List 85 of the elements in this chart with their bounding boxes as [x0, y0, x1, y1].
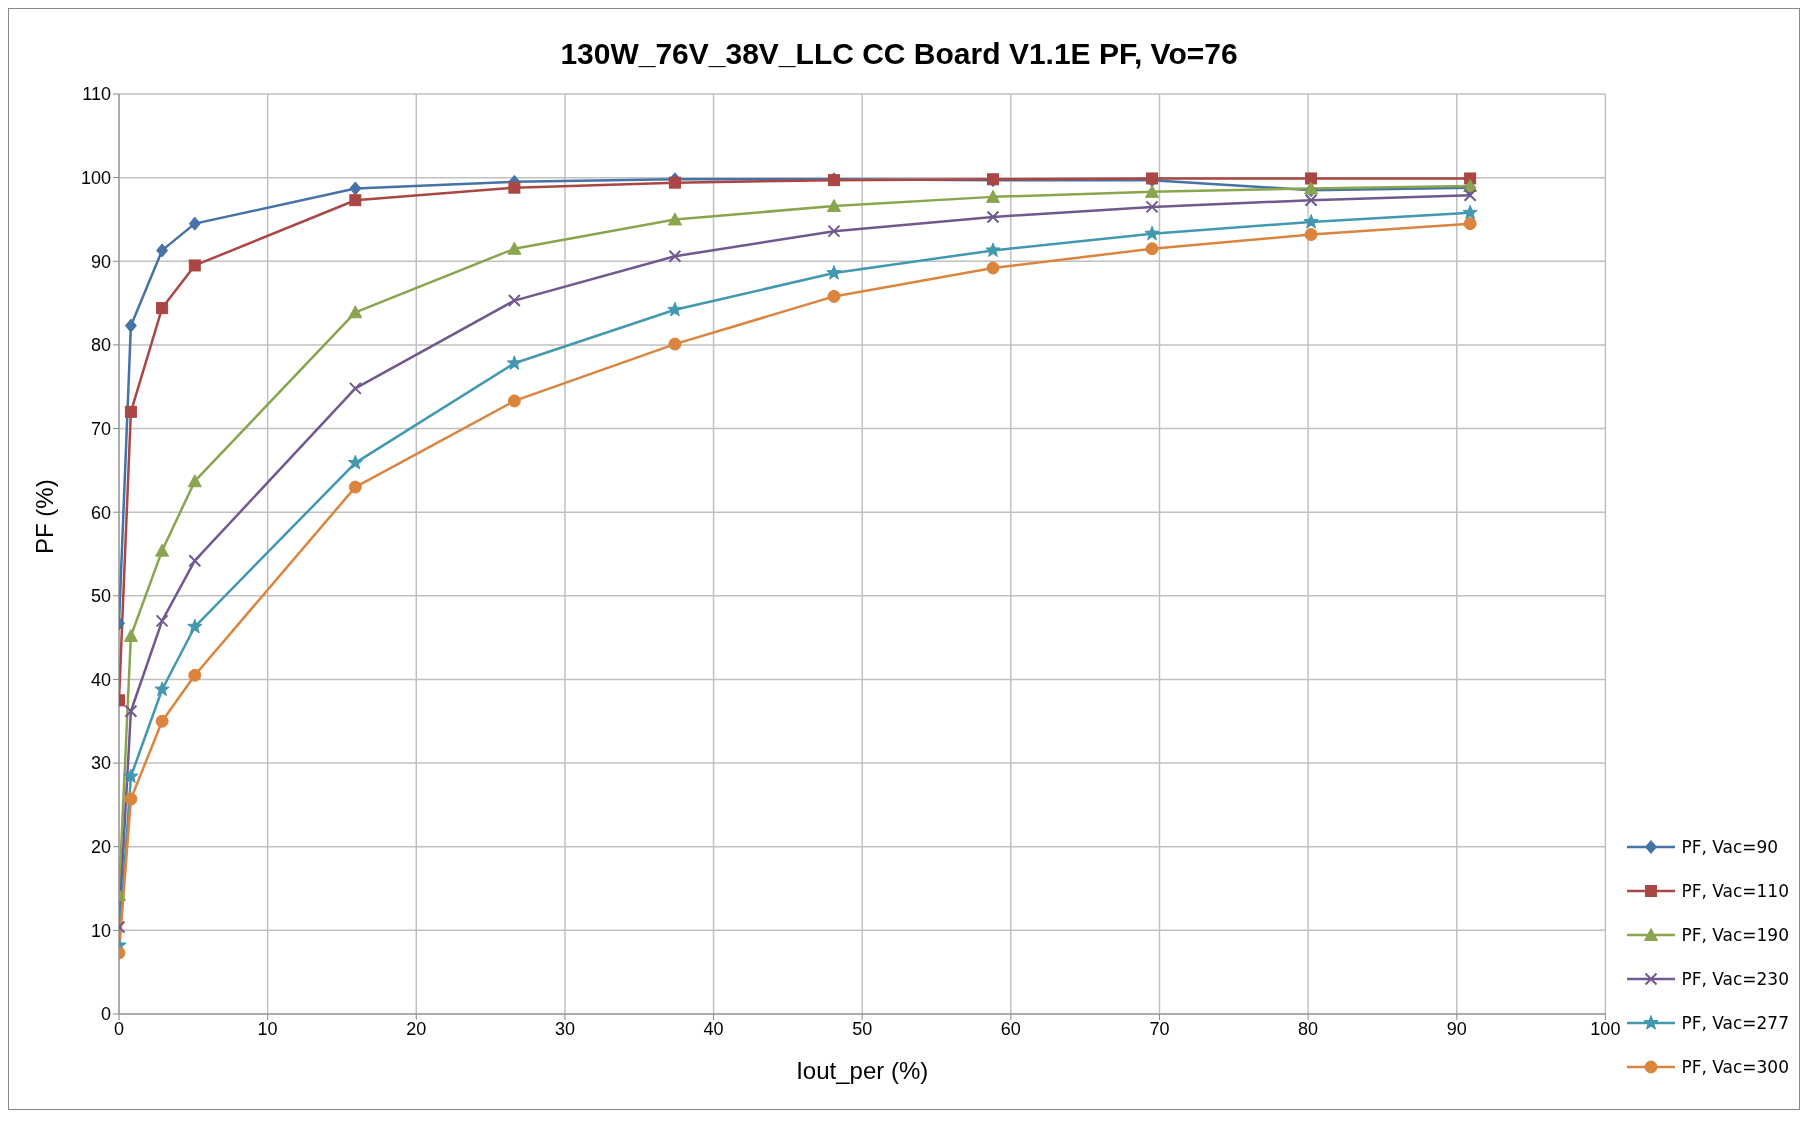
point: [986, 261, 1000, 275]
x-tick-label: 40: [703, 1018, 724, 1039]
point: [667, 212, 682, 226]
x-tick-label: 30: [554, 1018, 575, 1039]
point: [1305, 172, 1318, 185]
point: [188, 216, 201, 231]
point: [986, 210, 1000, 224]
legend-label: PF, Vac=190: [1681, 925, 1789, 945]
point: [1304, 193, 1318, 207]
x-tick-label: 10: [257, 1018, 278, 1039]
point: [154, 681, 170, 697]
y-tick-label: 100: [80, 168, 111, 189]
point: [1303, 213, 1319, 229]
x-tick-label: 90: [1446, 1018, 1467, 1039]
point: [1462, 204, 1478, 220]
point: [506, 355, 523, 370]
x-tick-label: 100: [1590, 1018, 1621, 1039]
point: [187, 474, 202, 488]
point: [668, 249, 682, 263]
point: [124, 704, 138, 718]
point: [123, 768, 139, 784]
legend-label: PF, Vac=110: [1681, 881, 1789, 901]
x-tick-label: 20: [406, 1018, 427, 1039]
y-tick-label: 10: [90, 920, 111, 941]
point: [1145, 184, 1160, 198]
point: [1304, 228, 1318, 242]
point: [1145, 242, 1159, 256]
y-tick-label: 20: [90, 837, 111, 858]
x-tick-label: 70: [1149, 1018, 1170, 1039]
point: [1145, 200, 1159, 214]
point: [348, 381, 362, 395]
point: [507, 241, 522, 255]
point: [827, 289, 841, 303]
y-tick-label: 90: [90, 251, 111, 272]
point: [123, 628, 138, 642]
point: [507, 394, 521, 408]
point: [348, 480, 362, 494]
point: [349, 181, 362, 196]
legend-label: PF, Vac=277: [1681, 1013, 1789, 1033]
point: [1463, 188, 1477, 202]
x-tick-label: 0: [113, 1018, 125, 1039]
x-tick-label: 60: [1000, 1018, 1021, 1039]
y-tick-label: 60: [90, 502, 111, 523]
point: [348, 305, 363, 319]
point: [188, 259, 201, 272]
y-tick-label: 40: [90, 669, 111, 690]
point: [985, 242, 1001, 257]
y-tick-label: 30: [90, 753, 111, 774]
point: [156, 243, 169, 258]
point: [826, 264, 842, 280]
point: [124, 318, 137, 333]
point: [668, 176, 681, 189]
x-tick-label: 80: [1298, 1018, 1319, 1039]
point: [155, 714, 169, 728]
chart-title: 130W_76V_38V_LLC CC Board V1.1E PF, Vo=76: [559, 37, 1239, 71]
y-tick-label: 0: [100, 1004, 111, 1025]
point: [156, 302, 169, 315]
point: [155, 543, 170, 557]
point: [187, 618, 203, 634]
legend-label: PF, Vac=300: [1681, 1057, 1789, 1077]
point: [155, 614, 169, 628]
x-tick-label: 50: [852, 1018, 873, 1039]
point: [507, 294, 521, 308]
y-tick-label: 50: [90, 586, 111, 607]
legend-label: PF, Vac=90: [1681, 837, 1779, 857]
point: [124, 792, 138, 806]
point: [667, 301, 683, 317]
legend-label: PF, Vac=230: [1681, 969, 1789, 989]
point: [508, 181, 521, 194]
x-axis-title: Iout_per (%): [796, 1057, 929, 1084]
point: [188, 554, 202, 568]
y-tick-label: 110: [82, 84, 111, 105]
y-tick-label: 80: [90, 335, 111, 356]
point: [986, 189, 1000, 203]
point: [124, 405, 137, 418]
point: [826, 199, 841, 213]
point: [347, 454, 363, 470]
point: [1144, 225, 1160, 241]
y-axis-title: PF (%): [30, 479, 58, 554]
point: [188, 668, 202, 682]
point: [827, 224, 841, 238]
y-tick-label: 70: [90, 418, 111, 439]
point: [1463, 217, 1477, 231]
point: [668, 337, 682, 351]
point: [349, 194, 362, 207]
